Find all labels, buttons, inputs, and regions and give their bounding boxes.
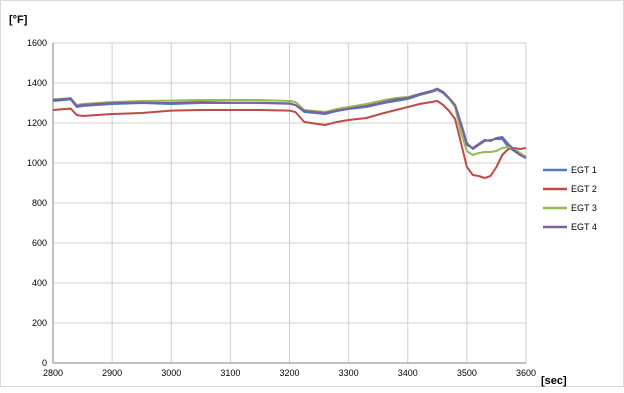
y-axis-unit-label: [°F]: [9, 14, 28, 26]
y-tick-label: 200: [32, 318, 47, 328]
legend-label-egt-3: EGT 3: [571, 203, 597, 213]
y-tick-label: 400: [32, 278, 47, 288]
x-tick-label: 3000: [161, 368, 181, 378]
x-tick-label: 2900: [102, 368, 122, 378]
series-line-egt-2: [52, 100, 527, 179]
series-line-egt-4: [52, 87, 527, 159]
legend-label-egt-2: EGT 2: [571, 184, 597, 194]
y-tick-label: 600: [32, 238, 47, 248]
axes: [52, 43, 526, 364]
legend-label-egt-1: EGT 1: [571, 165, 597, 175]
y-tick-label: 0: [42, 358, 47, 368]
legend: EGT 1 EGT 2 EGT 3 EGT 4: [543, 165, 597, 232]
y-tick-label: 1200: [27, 118, 47, 128]
x-tick-label: 3600: [516, 368, 536, 378]
x-tick-label: 3100: [220, 368, 240, 378]
x-tick-label: 3200: [279, 368, 299, 378]
tick-labels: 0 200 400 600 800 1000 1200 1400 1600 2800 2900 300…: [27, 38, 536, 378]
x-axis-unit-label: [sec]: [541, 375, 567, 387]
series-line-egt-3: [52, 88, 527, 158]
y-tick-label: 800: [32, 198, 47, 208]
y-tick-label: 1000: [27, 158, 47, 168]
y-tick-label: 1600: [27, 38, 47, 48]
x-tick-label: 2800: [43, 368, 63, 378]
series-lines: [52, 87, 527, 179]
x-tick-label: 3500: [457, 368, 477, 378]
legend-label-egt-4: EGT 4: [571, 222, 597, 232]
y-tick-label: 1400: [27, 78, 47, 88]
gridlines: [52, 42, 527, 364]
x-tick-label: 3400: [398, 368, 418, 378]
x-tick-label: 3300: [339, 368, 359, 378]
